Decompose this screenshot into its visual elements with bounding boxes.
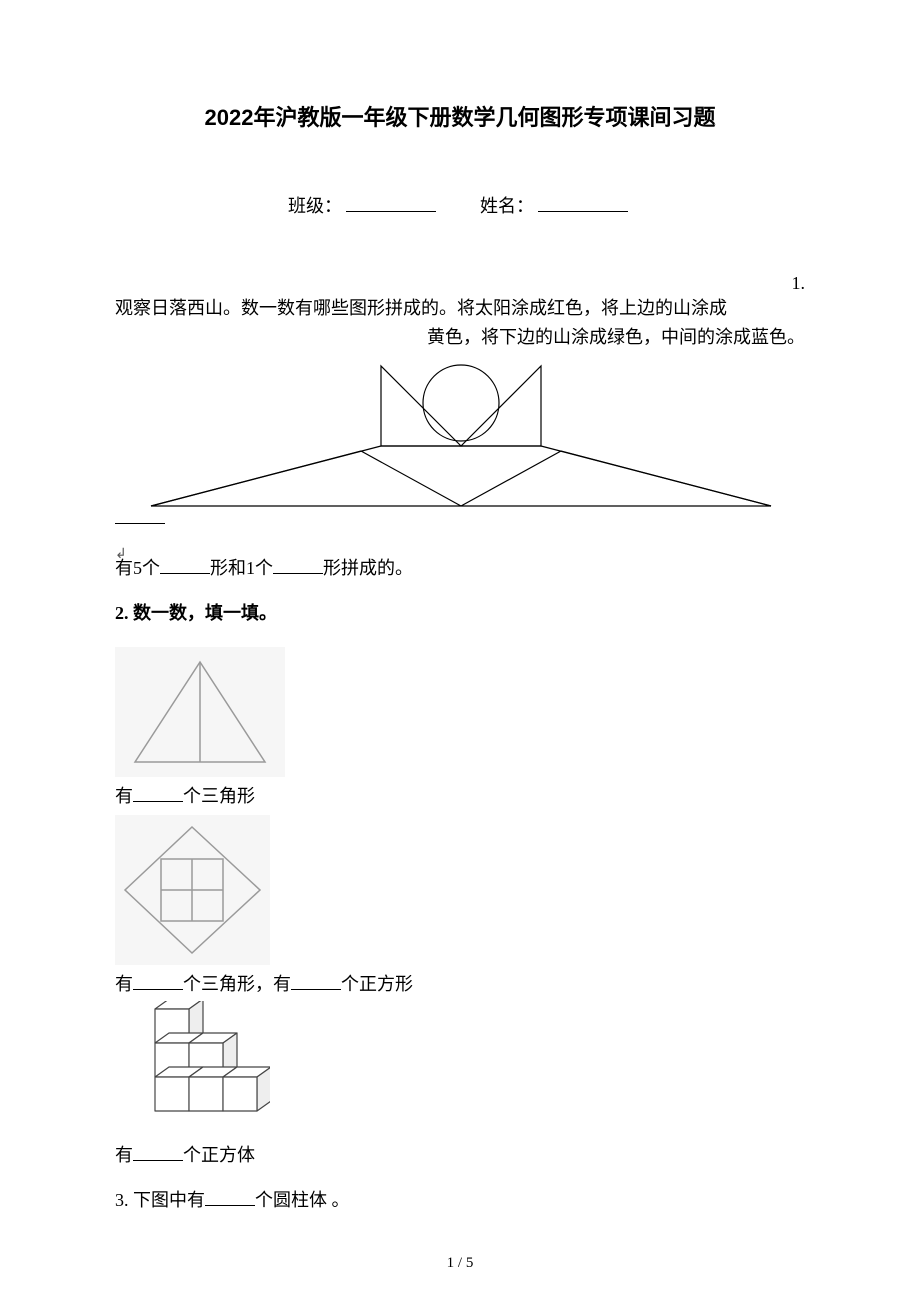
q2-i1-prefix: 有 [115,786,133,806]
q2-i3-prefix: 有 [115,1145,133,1165]
student-info-line: 班级： 姓名： [115,192,805,218]
q2-i3-blank[interactable] [133,1142,183,1161]
q1-blank1[interactable] [160,555,210,574]
q1-blank2[interactable] [273,555,323,574]
q3-blank[interactable] [205,1187,255,1206]
q2-i3-suffix: 个正方体 [183,1145,255,1165]
q1-answer-line: 有5个形和1个形拼成的。 [115,523,805,584]
q2-i2-mid: 个三角形，有 [183,974,291,994]
q2-item1-text: 有 个三角形 [115,782,805,811]
name-blank[interactable] [538,193,628,212]
arrow-mark-icon: ↲ [115,547,127,562]
q2-header: 2. 数一数，填一填。 [115,599,805,625]
q1-number: 1. [115,273,805,294]
sunset-svg [131,356,801,516]
q2-diamond-figure [115,811,805,970]
q1-line1: 观察日落西山。数一数有哪些图形拼成的。将太阳涂成红色，将上边的山涂成 [115,294,805,323]
page-container: 2022年沪教版一年级下册数学几何图形专项课间习题 班级： 姓名： 1. 观察日… [0,0,920,1302]
q2-i2-blank1[interactable] [133,971,183,990]
q2-tri-figure [115,637,805,782]
join-left [151,446,381,506]
q2-i1-suffix: 个三角形 [183,786,255,806]
q2-cubes-figure [115,999,805,1141]
name-label: 姓名： [480,196,534,216]
q2-i1-blank[interactable] [133,783,183,802]
join-right [541,446,771,506]
lower-right-mountain [461,451,771,506]
upper-left-mountain [381,366,461,446]
q2-i2-suffix: 个正方形 [341,974,413,994]
triangle-svg [115,647,285,777]
page-number: 1 / 5 [0,1255,920,1272]
q2-item2-text: 有 个三角形，有 个正方形 [115,970,805,999]
q1-line2: 黄色，将下边的山涂成绿色，中间的涂成蓝色。 [115,323,805,352]
cubes-svg [115,1001,270,1136]
upper-right-mountain [461,366,541,446]
lower-left-mountain [151,451,461,506]
q3-prefix: 3. 下图中有 [115,1190,205,1210]
q3-suffix: 个圆柱体 。 [255,1190,350,1210]
q3-text: 3. 下图中有 个圆柱体 。 [115,1186,805,1215]
q2-item3-text: 有 个正方体 [115,1141,805,1170]
q2-i2-prefix: 有 [115,974,133,994]
q1-ans-mid: 形和1个 [210,558,273,578]
page-title: 2022年沪教版一年级下册数学几何图形专项课间习题 [115,100,805,132]
q1-ans-suffix: 形拼成的。 [323,558,413,578]
class-label: 班级： [288,196,342,216]
q1-figure: ↲ [115,352,805,523]
class-blank[interactable] [346,193,436,212]
q2-i2-blank2[interactable] [291,971,341,990]
sun-circle [423,365,499,441]
diamond-svg [115,815,270,965]
